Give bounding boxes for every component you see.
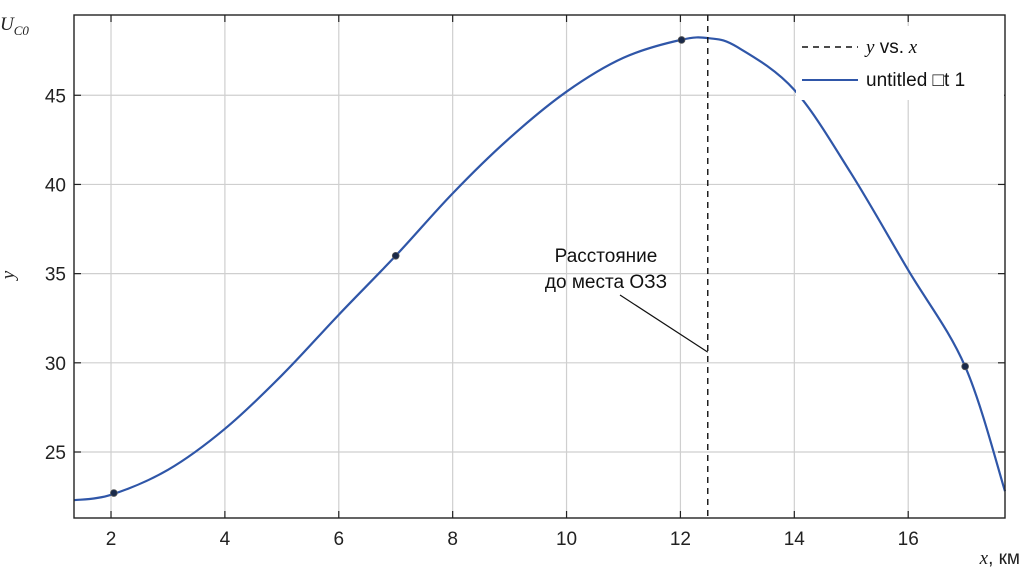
x-tick-label: 14 bbox=[784, 529, 806, 550]
x-tick-label: 12 bbox=[670, 529, 691, 550]
data-point bbox=[110, 489, 118, 497]
legend-word: vs. bbox=[874, 37, 904, 58]
x-tick-label: 8 bbox=[447, 529, 458, 550]
y-tick-label: 35 bbox=[45, 265, 66, 286]
corner-label-main: U bbox=[0, 14, 15, 35]
fit-curve bbox=[73, 36, 1007, 502]
y-tick-label: 30 bbox=[45, 354, 66, 375]
corner-label: UC0 bbox=[0, 14, 29, 38]
x-axis-label-var: x bbox=[979, 548, 989, 569]
corner-label-sub: C0 bbox=[14, 23, 30, 38]
y-tick-label: 40 bbox=[45, 175, 66, 196]
tick-layer: 2 4 6 8 10 12 14 16 25 30 35 40 45 bbox=[45, 15, 1005, 550]
x-tick-label: 6 bbox=[333, 529, 344, 550]
legend-box bbox=[796, 26, 1004, 100]
y-axis-label: y bbox=[0, 270, 19, 281]
data-point bbox=[961, 362, 969, 371]
x-tick-label: 4 bbox=[220, 529, 231, 550]
legend: y vs. x untitled □t 1 bbox=[796, 26, 1004, 100]
legend-word: y bbox=[864, 37, 875, 58]
plot-frame bbox=[73, 14, 1006, 519]
legend-item-points: y vs. x bbox=[864, 37, 918, 58]
annotation: Расстояние до места ОЗЗ bbox=[545, 246, 709, 353]
point-layer bbox=[110, 36, 969, 497]
annotation-line-1: Расстояние bbox=[555, 246, 658, 267]
annotation-leader bbox=[619, 294, 709, 353]
data-point bbox=[677, 36, 686, 44]
curve-layer bbox=[73, 36, 1007, 502]
annotation-line-2: до места ОЗЗ bbox=[545, 272, 667, 293]
x-tick-label: 10 bbox=[556, 529, 577, 550]
y-tick-label: 45 bbox=[45, 86, 66, 107]
data-point bbox=[391, 251, 400, 260]
x-tick-label: 16 bbox=[898, 529, 919, 550]
x-axis-label: x, км bbox=[979, 548, 1020, 569]
legend-word: x bbox=[904, 37, 918, 58]
x-tick-label: 2 bbox=[106, 529, 117, 550]
y-tick-label: 25 bbox=[45, 443, 66, 464]
x-axis-label-unit: , км bbox=[988, 548, 1020, 569]
legend-item-fit: untitled □t 1 bbox=[866, 70, 965, 91]
